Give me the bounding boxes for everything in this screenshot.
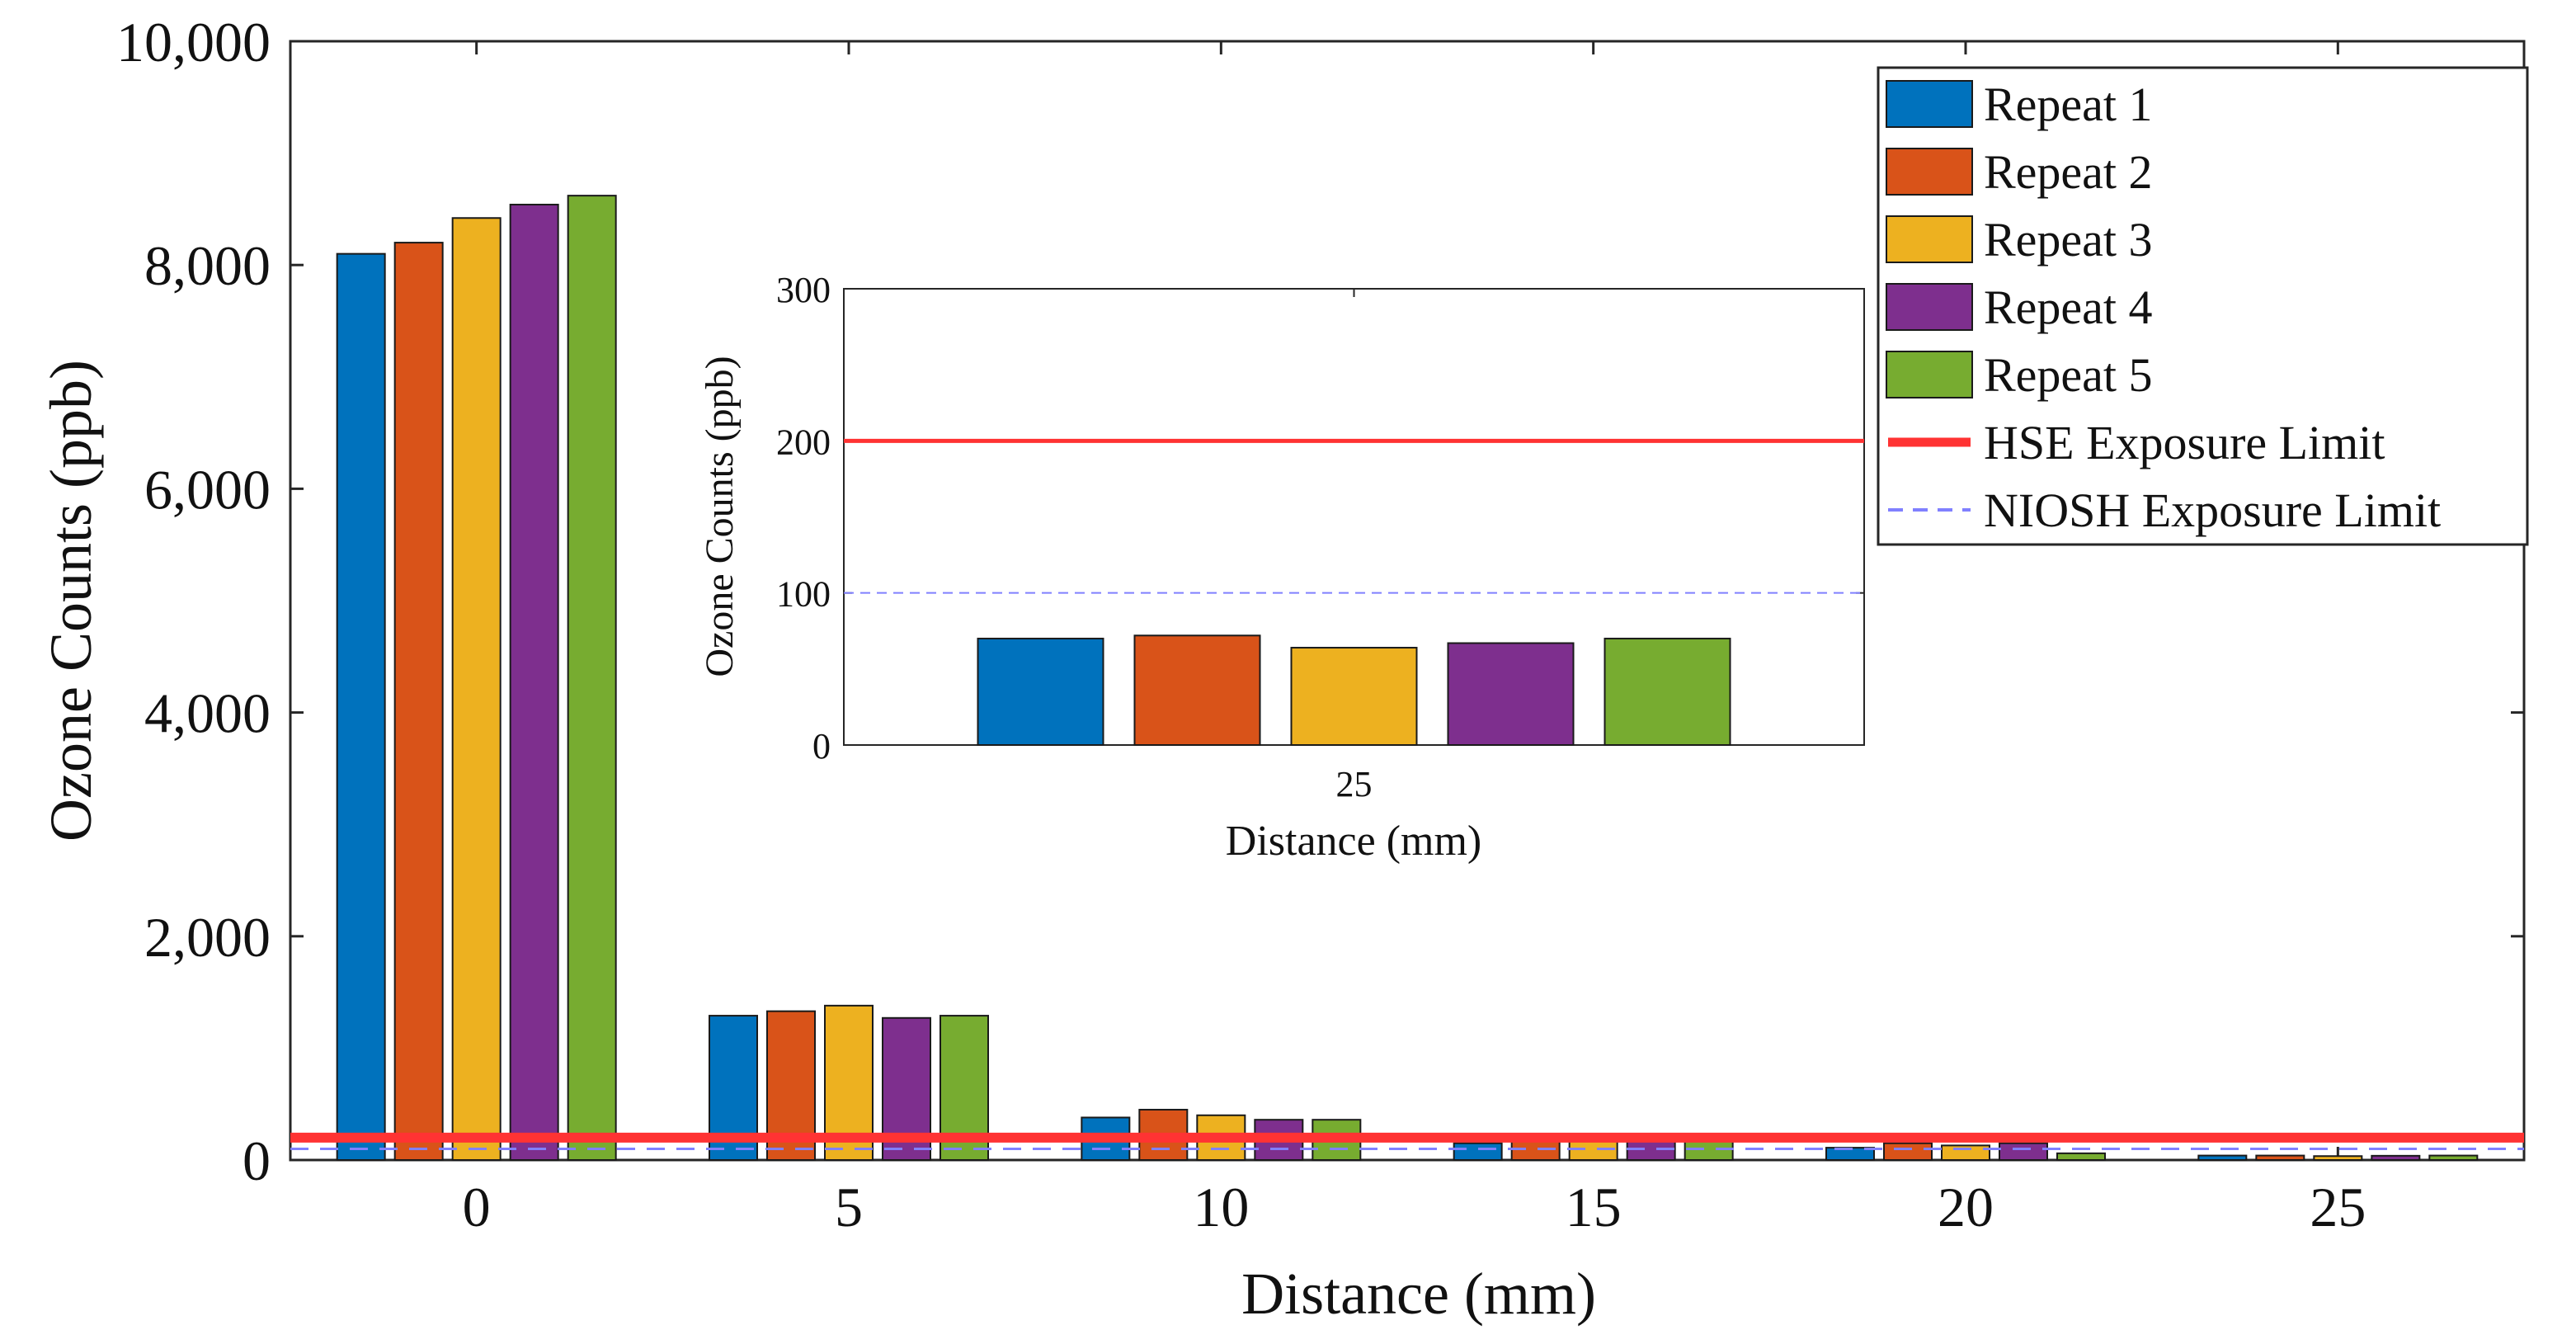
main-x-axis: 0 5 10 15 20 25	[463, 41, 2366, 1238]
main-x-tick-label: 15	[1566, 1176, 1622, 1238]
main-y-tick-label: 2,000	[144, 906, 271, 969]
inset-bar-repeat-3	[1290, 647, 1418, 747]
main-bar-repeat-3-25	[2313, 1155, 2363, 1162]
inset-y-axis: 0 100 200 300	[776, 270, 1864, 766]
legend-box	[1877, 66, 2529, 546]
legend-label: NIOSH Exposure Limit	[1984, 483, 2441, 537]
main-bar-repeat-4-20	[1999, 1142, 2048, 1162]
inset-bars	[977, 634, 1731, 747]
main-y-tick-label: 8,000	[144, 234, 271, 297]
inset-y-tick-label: 100	[776, 574, 831, 615]
main-bar-repeat-2-0	[393, 242, 444, 1162]
inset-y-axis-label: Ozone Counts (ppb)	[698, 356, 742, 677]
main-y-axis: 0 2,000 4,000 6,000 8,000 10,000	[116, 11, 2524, 1192]
main-bar-repeat-5-0	[567, 195, 617, 1161]
main-y-axis-label: Ozone Counts (ppb)	[38, 360, 104, 842]
main-x-tick-label: 20	[1938, 1176, 1994, 1238]
inset-y-tick-label: 0	[812, 726, 831, 766]
main-x-tick-label: 5	[835, 1176, 863, 1238]
inset-bar-repeat-2	[1133, 634, 1261, 747]
main-bar-repeat-3-0	[451, 217, 502, 1161]
main-bar-repeat-5-20	[2056, 1152, 2106, 1162]
main-y-tick-label: 4,000	[144, 682, 271, 745]
legend-label: Repeat 4	[1984, 281, 2153, 334]
main-x-axis-label: Distance (mm)	[1241, 1261, 1596, 1327]
main-reference-lines	[290, 1132, 2524, 1150]
legend-swatch-repeat-3	[1886, 215, 1973, 263]
main-bar-repeat-1-25	[2197, 1154, 2248, 1162]
main-bar-repeat-3-15	[1568, 1139, 1618, 1161]
main-y-tick-label: 0	[243, 1129, 271, 1192]
inset-x-tick-label: 25	[1336, 764, 1373, 804]
legend-label: Repeat 2	[1984, 145, 2153, 199]
legend-swatch-repeat-2	[1886, 148, 1973, 196]
main-x-tick-label: 10	[1193, 1176, 1249, 1238]
main-bar-repeat-2-25	[2255, 1154, 2305, 1162]
inset-plot: 0 100 200 300 25 Ozone Counts (ppb) Distanc…	[698, 270, 1865, 865]
legend-label: Repeat 3	[1984, 213, 2153, 266]
main-y-tick-label: 6,000	[144, 458, 271, 521]
legend-label: HSE Exposure Limit	[1984, 416, 2385, 469]
main-bar-repeat-1-0	[336, 252, 386, 1161]
main-bar-repeat-5-25	[2428, 1154, 2479, 1162]
main-bar-repeat-1-15	[1453, 1142, 1503, 1162]
legend-label: Repeat 1	[1984, 78, 2153, 131]
main-bar-repeat-4-0	[509, 203, 559, 1162]
inset-y-tick-label: 300	[776, 270, 831, 310]
legend-items: Repeat 1 Repeat 2 Repeat 3 Repeat 4 Repeat 5…	[1886, 78, 2441, 537]
inset-y-tick-label: 200	[776, 422, 831, 462]
inset-bar-repeat-5	[1604, 637, 1731, 747]
inset-x-axis-label: Distance (mm)	[1226, 818, 1481, 865]
legend: Repeat 1 Repeat 2 Repeat 3 Repeat 4 Repeat 5…	[1877, 66, 2529, 546]
legend-swatch-repeat-4	[1886, 283, 1973, 331]
legend-swatch-repeat-5	[1886, 351, 1973, 398]
main-y-tick-label: 10,000	[116, 11, 271, 73]
main-x-tick-label: 25	[2310, 1176, 2366, 1238]
inset-bar-repeat-1	[977, 637, 1104, 747]
legend-label: Repeat 5	[1984, 348, 2153, 402]
main-x-tick-label: 0	[463, 1176, 491, 1238]
inset-bar-repeat-4	[1447, 642, 1575, 746]
main-bar-repeat-2-20	[1883, 1142, 1933, 1162]
legend-swatch-repeat-1	[1886, 80, 1973, 128]
inset-reference-lines	[844, 438, 1864, 594]
main-bar-repeat-4-25	[2371, 1154, 2421, 1161]
